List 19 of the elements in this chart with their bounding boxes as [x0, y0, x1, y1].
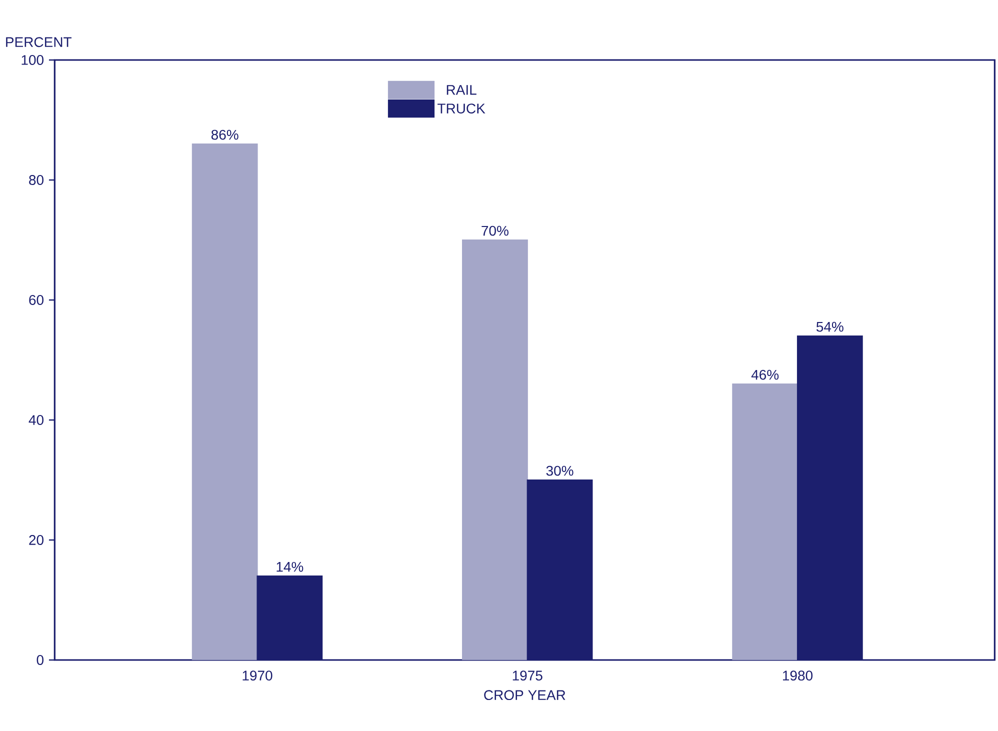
legend-label: RAIL [446, 85, 476, 95]
x-tick-label: 1975 [512, 670, 542, 681]
y-tick-label: 0 [36, 655, 44, 665]
y-tick-label: 40 [28, 415, 44, 425]
data-label: 14% [276, 562, 304, 572]
y-tick-label: 100 [22, 55, 44, 65]
legend-label: TRUCK [438, 104, 486, 114]
x-axis-title: CROP YEAR [484, 690, 566, 700]
y-tick-label: 20 [29, 535, 44, 545]
data-label: 86% [211, 130, 238, 140]
y-tick-label: 80 [29, 175, 44, 185]
y-axis-title: PERCENT [6, 37, 72, 48]
x-tick-label: 1970 [242, 670, 272, 681]
data-label: 54% [816, 322, 844, 332]
data-label: 70% [482, 226, 508, 236]
data-label: 46% [751, 370, 779, 380]
data-label: 30% [546, 466, 574, 476]
x-tick-label: 1980 [782, 670, 813, 681]
y-tick-label: 60 [29, 295, 44, 305]
